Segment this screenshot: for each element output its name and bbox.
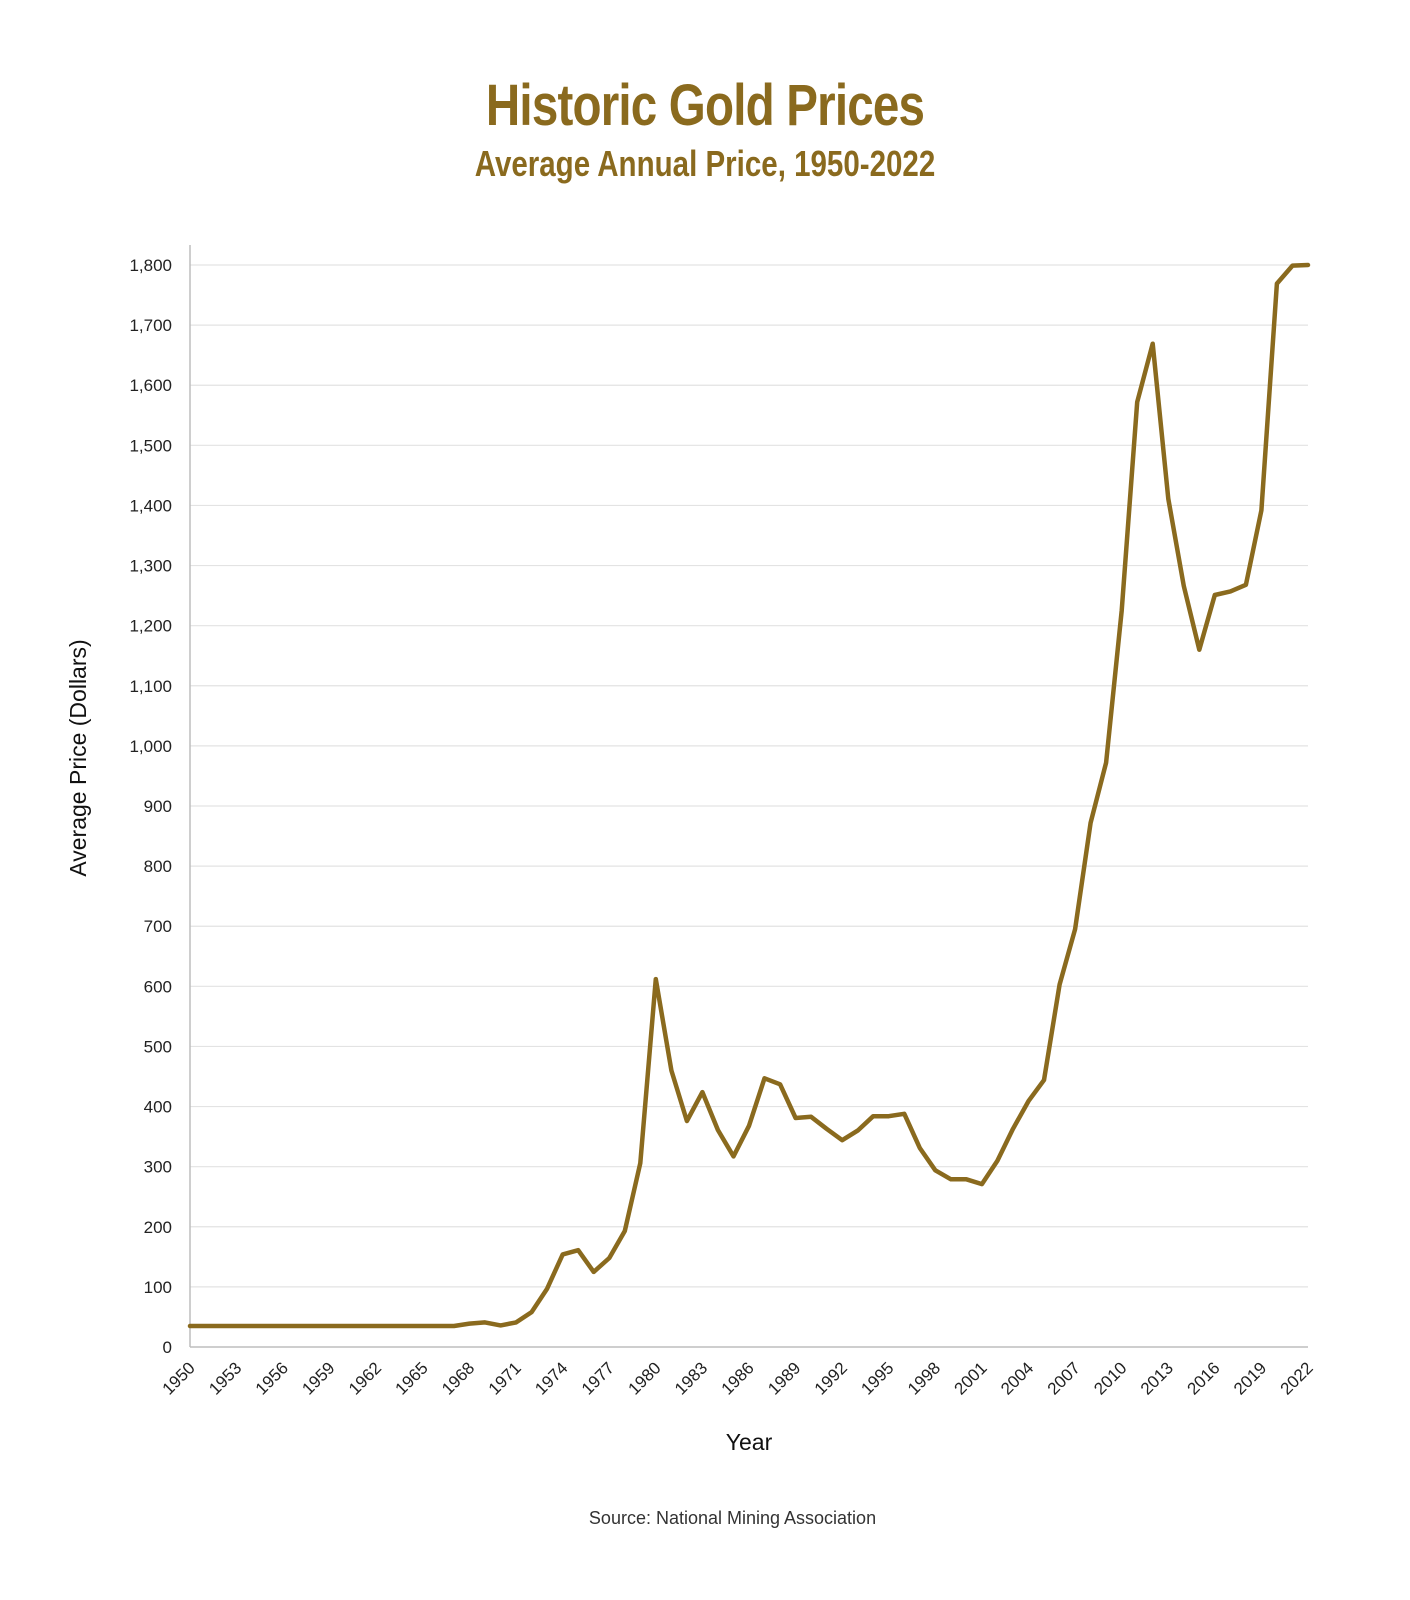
x-tick-label: 2007 xyxy=(1044,1358,1084,1398)
y-tick-label: 600 xyxy=(144,977,172,996)
y-tick-label: 1,600 xyxy=(129,376,172,395)
y-tick-label: 1,100 xyxy=(129,677,172,696)
y-tick-label: 1,000 xyxy=(129,737,172,756)
x-tick-label: 1962 xyxy=(345,1358,385,1398)
x-tick-label: 1986 xyxy=(718,1358,758,1398)
x-tick-label: 1983 xyxy=(671,1358,711,1398)
y-tick-label: 0 xyxy=(163,1338,172,1357)
y-tick-label: 100 xyxy=(144,1278,172,1297)
y-tick-label: 400 xyxy=(144,1098,172,1117)
y-tick-label: 300 xyxy=(144,1158,172,1177)
x-tick-label: 1950 xyxy=(159,1358,199,1398)
x-tick-label: 1980 xyxy=(624,1358,664,1398)
x-tick-label: 2010 xyxy=(1090,1358,1130,1398)
x-tick-label: 2004 xyxy=(997,1358,1037,1398)
x-tick-label: 1995 xyxy=(857,1358,897,1398)
x-tick-label: 2022 xyxy=(1277,1358,1317,1398)
x-tick-label: 2019 xyxy=(1230,1358,1270,1398)
y-tick-label: 1,800 xyxy=(129,256,172,275)
grid-lines xyxy=(190,264,1308,1288)
series-line-gold-price xyxy=(187,262,1311,1329)
chart-subtitle: Average Annual Price, 1950-2022 xyxy=(474,143,936,184)
x-tick-label: 2016 xyxy=(1183,1358,1223,1398)
y-tick-label: 700 xyxy=(144,917,172,936)
x-tick-label: 1971 xyxy=(485,1358,525,1398)
y-tick-label: 500 xyxy=(144,1037,172,1056)
x-tick-label: 1953 xyxy=(205,1358,245,1398)
x-tick-label: 2013 xyxy=(1137,1358,1177,1398)
y-tick-label: 200 xyxy=(144,1218,172,1237)
x-tick-label: 1959 xyxy=(298,1358,338,1398)
x-tick-label: 1989 xyxy=(764,1358,804,1398)
x-tick-label: 2001 xyxy=(951,1358,991,1398)
x-tick-label: 1965 xyxy=(392,1358,432,1398)
chart-title: Historic Gold Prices xyxy=(485,73,925,138)
x-axis-label: Year xyxy=(726,1429,773,1455)
x-tick-label: 1992 xyxy=(811,1358,851,1398)
y-axis-ticks: 0 100 200 300 400 500 600 700 800 900 1,000 1,100 1,… xyxy=(129,256,172,1357)
x-tick-label: 1956 xyxy=(252,1358,292,1398)
x-axis-ticks: 1950 1953 1956 1959 1962 1965 1968 1971 1974 1977… xyxy=(159,1358,1317,1398)
y-tick-label: 1,300 xyxy=(129,557,172,576)
y-tick-label: 1,400 xyxy=(129,496,172,515)
y-tick-label: 900 xyxy=(144,797,172,816)
y-tick-label: 1,700 xyxy=(129,316,172,335)
x-tick-label: 1977 xyxy=(578,1358,618,1398)
x-tick-label: 1998 xyxy=(904,1358,944,1398)
y-axis-label: Average Price (Dollars) xyxy=(65,639,91,876)
x-tick-label: 1974 xyxy=(531,1358,571,1398)
y-tick-label: 1,500 xyxy=(129,436,172,455)
x-tick-label: 1968 xyxy=(438,1358,478,1398)
source-note: Source: National Mining Association xyxy=(588,1508,877,1528)
y-tick-label: 800 xyxy=(144,857,172,876)
y-tick-label: 1,200 xyxy=(129,617,172,636)
